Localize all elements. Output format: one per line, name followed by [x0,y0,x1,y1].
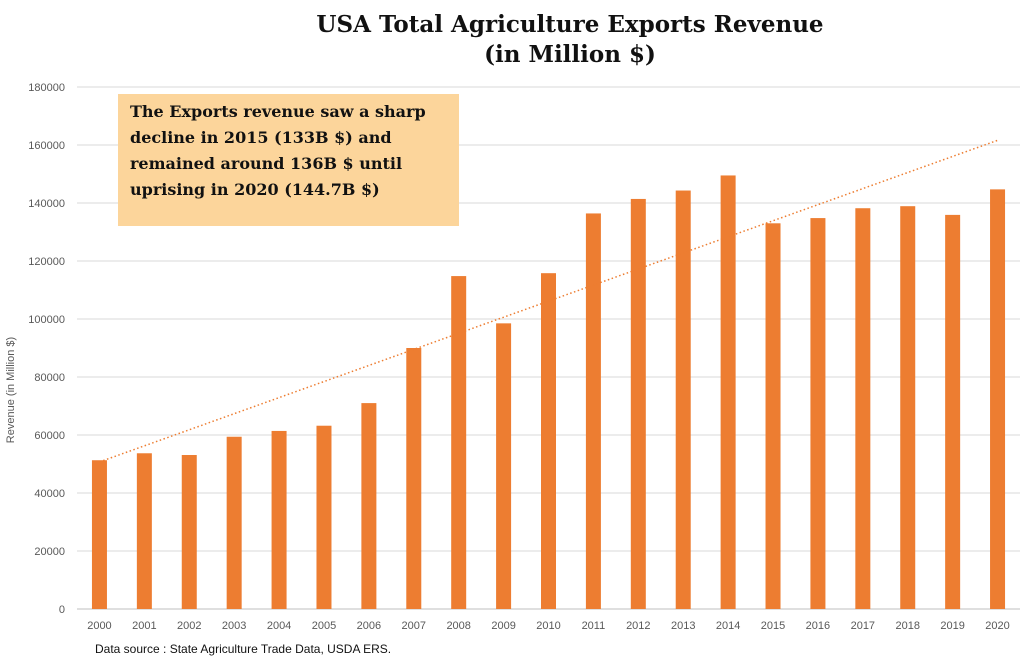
annotation-line: decline in 2015 (133B $) and [130,128,392,147]
chart-title: USA Total Agriculture Exports Revenue (i… [0,10,1029,70]
bar-2004 [271,430,287,609]
x-tick-label: 2002 [177,620,201,632]
bar-2018 [900,206,916,609]
bar-2006 [361,403,377,609]
annotation-line: remained around 136B $ until [130,154,403,173]
x-tick-label: 2010 [536,620,560,632]
x-tick-label: 2011 [582,620,606,632]
bar-2005 [316,425,332,609]
trendline [99,139,998,463]
x-tick-label: 2016 [806,620,830,632]
y-tick-label: 20000 [34,546,65,558]
bar-2017 [855,208,871,609]
x-tick-label: 2019 [940,620,964,632]
x-tick-label: 2018 [895,620,919,632]
bar-2016 [810,218,826,609]
x-tick-label: 2004 [267,620,291,632]
bar-2000 [91,460,107,609]
x-tick-label: 2015 [761,620,785,632]
x-tick-label: 2020 [985,620,1009,632]
x-tick-label: 2008 [446,620,470,632]
x-tick-label: 2001 [132,620,156,632]
bar-2011 [585,213,601,609]
x-tick-label: 2003 [222,620,246,632]
bar-2013 [675,190,691,609]
x-tick-label: 2009 [491,620,515,632]
x-tick-label: 2006 [357,620,381,632]
bar-2007 [406,348,422,609]
annotation-box: The Exports revenue saw a sharp decline … [118,94,459,226]
bar-2003 [226,436,242,609]
x-tick-label: 2012 [626,620,650,632]
x-tick-label: 2013 [671,620,695,632]
y-tick-label: 80000 [34,372,65,384]
bar-2010 [541,273,556,609]
bar-2020 [990,189,1006,609]
bar-2002 [181,455,197,609]
data-source-note: Data source : State Agriculture Trade Da… [95,642,392,656]
y-tick-label: 160000 [28,140,65,152]
y-tick-label: 180000 [28,82,65,94]
x-tick-label: 2007 [402,620,426,632]
bar-2012 [630,198,646,609]
bar-2015 [765,223,781,610]
x-tick-label: 2005 [312,620,336,632]
chart-title-line-2: (in Million $) [484,41,656,68]
x-tick-label: 2014 [716,620,740,632]
annotation-line: The Exports revenue saw a sharp [130,102,426,121]
x-axis-ticks: 2000 2001 2002 2003 2004 2005 2006 2007 2008 2009… [87,620,1010,632]
bars [91,175,1006,610]
annotation-line: uprising in 2020 (144.7B $) [130,180,380,199]
bar-2001 [136,453,152,609]
y-tick-label: 140000 [28,198,65,210]
bar-2014 [720,175,736,609]
y-tick-label: 40000 [34,488,65,500]
y-axis-ticks: 0 20000 40000 60000 80000 100000 120000 140000 1… [28,82,65,616]
y-tick-label: 100000 [28,314,65,326]
y-axis-label: Revenue (in Million $) [5,337,17,443]
trendline-group [99,139,998,463]
chart-title-line-1: USA Total Agriculture Exports Revenue [316,11,824,38]
y-tick-label: 0 [59,604,65,616]
y-tick-label: 60000 [34,430,65,442]
bar-2009 [496,323,512,609]
x-tick-label: 2017 [851,620,875,632]
bar-2019 [945,214,961,609]
y-tick-label: 120000 [28,256,65,268]
bar-2008 [451,276,467,609]
x-tick-label: 2000 [87,620,111,632]
